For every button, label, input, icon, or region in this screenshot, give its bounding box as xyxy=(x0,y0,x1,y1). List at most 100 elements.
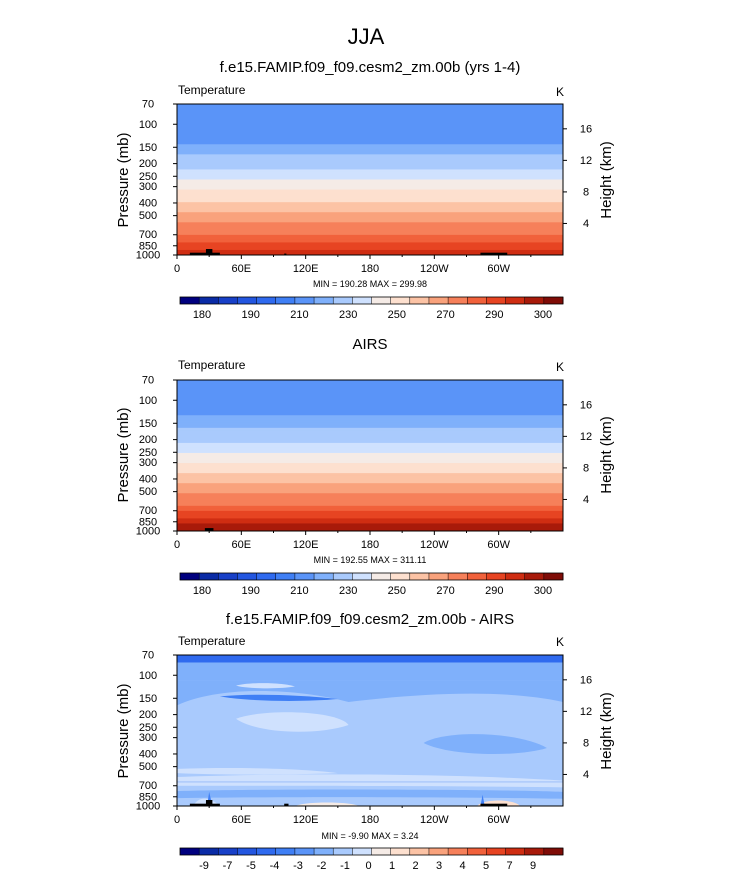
field-band xyxy=(177,465,563,469)
colorbar-swatch xyxy=(237,297,258,304)
field-band xyxy=(177,460,563,464)
field-band xyxy=(177,463,563,467)
field-band xyxy=(177,249,563,254)
colorbar-swatch xyxy=(218,848,238,855)
pressure-tick-label: 200 xyxy=(139,434,157,446)
colorbar-swatch xyxy=(333,573,353,580)
panel-1-stats: MIN = 190.28 MAX = 299.98 xyxy=(313,279,427,289)
longitude-tick-label: 120E xyxy=(293,814,319,826)
longitude-tick-label: 120E xyxy=(293,539,319,551)
panel-1: f.e15.FAMIP.f09_f09.cesm2_zm.00b (yrs 1-… xyxy=(115,59,615,321)
colorbar-swatch xyxy=(486,297,507,304)
field-band xyxy=(177,194,563,198)
field-band xyxy=(177,247,563,251)
colorbar-label: 3 xyxy=(436,860,442,872)
colorbar-label: 2 xyxy=(412,860,418,872)
field-band xyxy=(177,202,563,206)
colorbar-swatch xyxy=(486,848,507,855)
field-band xyxy=(177,131,563,135)
pressure-tick-label: 100 xyxy=(139,670,157,682)
panel-1-height-axis: 4 8 12 16 xyxy=(563,123,592,230)
field-band xyxy=(177,425,563,429)
longitude-tick-label: 120W xyxy=(420,814,449,826)
colorbar-swatch xyxy=(352,573,372,580)
height-tick-label: 8 xyxy=(583,462,589,474)
colorbar-label: -1 xyxy=(340,860,350,872)
field-band xyxy=(177,179,563,183)
topography-mask xyxy=(480,803,508,806)
colorbar-swatch xyxy=(371,297,392,304)
field-band xyxy=(177,184,563,188)
field-band xyxy=(177,139,563,143)
panel-1-ylabel: Pressure (mb) xyxy=(115,132,132,227)
field-band xyxy=(177,505,563,509)
field-band xyxy=(177,417,563,421)
pressure-tick-label: 700 xyxy=(139,780,157,792)
colorbar-label: -9 xyxy=(199,860,209,872)
field-band xyxy=(177,415,563,419)
colorbar-label: 0 xyxy=(365,860,371,872)
topography-mask xyxy=(204,528,214,531)
colorbar-swatch xyxy=(467,848,487,855)
panel-3-units: K xyxy=(556,635,564,649)
panel-1-ylabel-right: Height (km) xyxy=(598,141,615,219)
field-band xyxy=(177,134,563,138)
field-band xyxy=(177,166,563,171)
panel-2-ylabel: Pressure (mb) xyxy=(115,407,132,502)
colorbar-swatch xyxy=(275,848,296,855)
colorbar-swatch xyxy=(275,573,296,580)
field-band xyxy=(177,141,563,145)
colorbar-label: -2 xyxy=(317,860,327,872)
panel-2: AIRS Temperature K Pressure (mb) Height … xyxy=(115,336,615,597)
pressure-tick-label: 100 xyxy=(139,119,157,131)
colorbar-swatch xyxy=(314,848,334,855)
field-band xyxy=(177,447,563,452)
colorbar-label: 7 xyxy=(506,860,512,872)
colorbar-label: 300 xyxy=(534,309,552,321)
field-band xyxy=(177,400,563,404)
field-band xyxy=(177,380,563,384)
height-tick-label: 8 xyxy=(583,186,589,198)
field-patch xyxy=(235,712,349,732)
colorbar-swatch xyxy=(543,848,564,855)
field-band xyxy=(177,382,563,386)
longitude-tick-label: 180 xyxy=(361,263,379,275)
height-tick-label: 4 xyxy=(583,218,589,230)
field-band xyxy=(177,146,563,150)
colorbar-swatch xyxy=(256,848,277,855)
field-band xyxy=(177,199,563,203)
field-band xyxy=(177,455,563,459)
colorbar-label: 5 xyxy=(483,860,489,872)
pressure-tick-label: 150 xyxy=(139,693,157,705)
pressure-tick-label: 300 xyxy=(139,457,157,469)
colorbar-swatch xyxy=(256,573,277,580)
field-band xyxy=(177,197,563,201)
field-band xyxy=(177,209,563,213)
field-band xyxy=(177,242,563,246)
panel-3-topography xyxy=(189,800,508,806)
colorbar-label: -3 xyxy=(293,860,303,872)
colorbar-label: 190 xyxy=(242,585,260,597)
field-band xyxy=(177,119,563,123)
field-band xyxy=(177,104,563,108)
field-band xyxy=(177,442,563,447)
colorbar-swatch xyxy=(505,848,526,855)
field-band xyxy=(177,445,563,449)
field-band xyxy=(177,405,563,409)
field-band xyxy=(177,169,563,173)
colorbar-swatch xyxy=(467,573,487,580)
field-band xyxy=(177,498,563,502)
colorbar-swatch xyxy=(409,297,430,304)
field-band xyxy=(177,111,563,115)
colorbar-label: 230 xyxy=(339,585,357,597)
longitude-tick-label: 0 xyxy=(174,814,180,826)
panel-1-longitude-axis: 0 60E 120E 180 120W 60W xyxy=(174,255,532,275)
field-band xyxy=(177,402,563,406)
field-band xyxy=(177,192,563,196)
colorbar-label: 300 xyxy=(534,585,552,597)
field-band xyxy=(177,114,563,118)
colorbar-swatch xyxy=(409,848,430,855)
colorbar-swatch xyxy=(486,573,507,580)
